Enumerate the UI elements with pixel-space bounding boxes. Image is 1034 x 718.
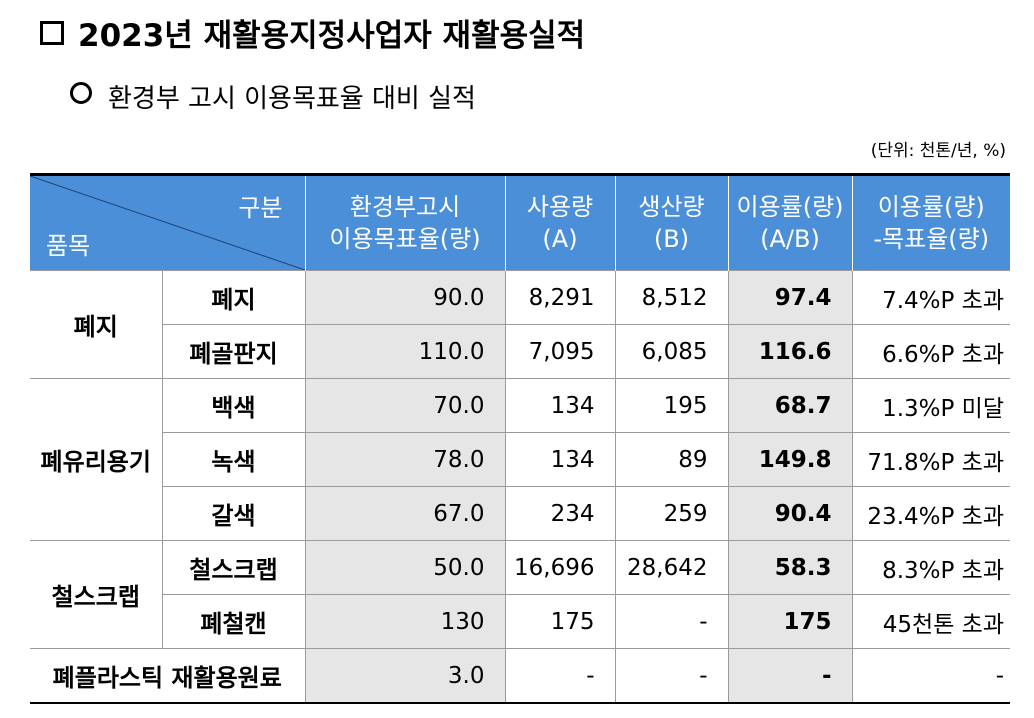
table-row: 폐지 폐지 90.0 8,291 8,512 97.4 7.4%P 초과 (30, 270, 1010, 379)
diff-cell: 8.3%P 초과 (852, 540, 1010, 595)
header-diff: 이용률(량) -목표율(량) (851, 174, 1010, 271)
circle-bullet-icon (70, 82, 92, 104)
header-gubun: 구분 (238, 194, 283, 222)
table-row: 녹색 78.0 134 89 149.8 71.8%P 초과 (30, 432, 1010, 487)
header-use-line1: 사용량 (526, 193, 594, 221)
header-use-line2: (A) (542, 225, 578, 253)
group-label: 폐플라스틱 재활용원료 (30, 648, 306, 703)
target-cell: 110.0 (305, 324, 506, 379)
use-cell: 134 (505, 378, 616, 433)
diff-cell: 71.8%P 초과 (852, 432, 1010, 487)
diff-cell: 7.4%P 초과 (852, 270, 1010, 325)
table-row: 철스크랩 철스크랩 50.0 16,696 28,642 58.3 8.3%P … (30, 540, 1010, 649)
title-text: 2023년 재활용지정사업자 재활용실적 (78, 18, 586, 54)
use-cell: - (505, 648, 616, 703)
header-prod-line1: 생산량 (638, 193, 705, 221)
header-rate-line1: 이용률(량) (736, 193, 844, 221)
header-target-line1: 환경부고시 (349, 193, 461, 221)
diff-cell: - (852, 648, 1010, 703)
prod-cell: - (615, 648, 729, 703)
table-row: 폐철캔 130 175 - 175 45천톤 초과 (30, 594, 1010, 649)
use-cell: 234 (505, 486, 616, 541)
header-diff-line2: -목표율(량) (873, 225, 990, 253)
header-rate-line2: (A/B) (760, 225, 820, 253)
rate-cell: 175 (728, 594, 853, 649)
table-row: 폐골판지 110.0 7,095 6,085 116.6 6.6%P 초과 (30, 324, 1010, 379)
header-target-line2: 이용목표율(량) (329, 225, 481, 253)
prod-cell: 89 (615, 432, 729, 487)
rate-cell: 97.4 (728, 270, 853, 325)
header-prod-line2: (B) (653, 225, 690, 253)
prod-cell: 28,642 (615, 540, 729, 595)
item-label: 폐지 (162, 270, 306, 325)
target-cell: 50.0 (305, 540, 506, 595)
rate-cell: 90.4 (728, 486, 853, 541)
item-label: 갈색 (162, 486, 306, 541)
header-rate: 이용률(량) (A/B) (727, 174, 852, 271)
header-diff-line1: 이용률(량) (877, 193, 985, 221)
page-title: 2023년 재활용지정사업자 재활용실적 (40, 10, 585, 55)
square-bullet-icon (40, 21, 64, 45)
target-cell: 70.0 (305, 378, 506, 433)
target-cell: 67.0 (305, 486, 506, 541)
item-label: 폐철캔 (162, 594, 306, 649)
header-prod: 생산량 (B) (614, 174, 728, 271)
header-use: 사용량 (A) (504, 174, 615, 271)
table-row: 폐유리용기 백색 70.0 134 195 68.7 1.3%P 미달 (30, 378, 1010, 541)
item-label: 철스크랩 (162, 540, 306, 595)
group-label: 폐유리용기 (30, 378, 163, 541)
use-cell: 8,291 (505, 270, 616, 325)
prod-cell: 6,085 (615, 324, 729, 379)
diagonal-line (30, 176, 305, 270)
item-label: 녹색 (162, 432, 306, 487)
diff-cell: 23.4%P 초과 (852, 486, 1010, 541)
prod-cell: 195 (615, 378, 729, 433)
corner-header: 구분 품목 (30, 174, 305, 271)
group-label: 철스크랩 (30, 540, 163, 649)
table-row: 갈색 67.0 234 259 90.4 23.4%P 초과 (30, 486, 1010, 541)
subtitle-text: 환경부 고시 이용목표율 대비 실적 (108, 84, 476, 114)
use-cell: 7,095 (505, 324, 616, 379)
header-pummok: 품목 (46, 232, 91, 260)
rate-cell: - (728, 648, 853, 703)
item-label: 폐골판지 (162, 324, 306, 379)
target-cell: 130 (305, 594, 506, 649)
rate-cell: 58.3 (728, 540, 853, 595)
use-cell: 16,696 (505, 540, 616, 595)
unit-note: (단위: 천톤/년, %) (870, 141, 1006, 161)
item-label: 백색 (162, 378, 306, 433)
diff-cell: 1.3%P 미달 (852, 378, 1010, 433)
diff-cell: 45천톤 초과 (852, 594, 1010, 649)
target-cell: 90.0 (305, 270, 506, 325)
use-cell: 134 (505, 432, 616, 487)
rate-cell: 68.7 (728, 378, 853, 433)
rate-cell: 149.8 (728, 432, 853, 487)
prod-cell: - (615, 594, 729, 649)
use-cell: 175 (505, 594, 616, 649)
target-cell: 78.0 (305, 432, 506, 487)
subtitle: 환경부 고시 이용목표율 대비 실적 (70, 78, 476, 115)
prod-cell: 259 (615, 486, 729, 541)
target-cell: 3.0 (305, 648, 506, 703)
diff-cell: 6.6%P 초과 (852, 324, 1010, 379)
table-row: 폐플라스틱 재활용원료 3.0 - - - - (30, 648, 1010, 703)
prod-cell: 8,512 (615, 270, 729, 325)
rate-cell: 116.6 (728, 324, 853, 379)
group-label: 폐지 (30, 270, 163, 379)
